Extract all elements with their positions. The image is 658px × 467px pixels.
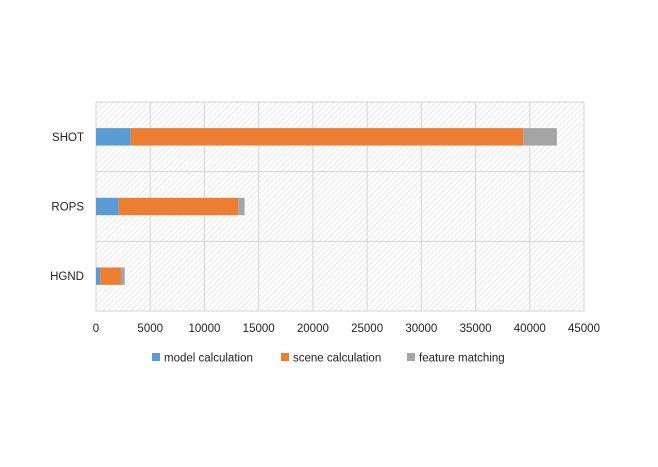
legend-swatch-feature-matching	[407, 353, 415, 361]
category-label-hgnd: HGND	[50, 271, 84, 283]
x-tick-label-4: 20000	[297, 323, 329, 335]
x-tick-label-8: 40000	[514, 323, 546, 335]
legend: model calculation scene calculation featur…	[152, 353, 505, 365]
bar-shot-feature-matching	[523, 128, 557, 146]
category-label-rops: ROPS	[51, 202, 84, 214]
x-tick-label-9: 45000	[568, 323, 600, 335]
x-tick-label-2: 10000	[188, 323, 220, 335]
legend-label-model-calculation: model calculation	[164, 353, 253, 365]
x-tick-label-5: 25000	[351, 323, 383, 335]
x-tick-label-7: 35000	[460, 323, 492, 335]
x-tick-label-1: 5000	[137, 323, 163, 335]
legend-label-scene-calculation: scene calculation	[293, 353, 381, 365]
bar-hgnd-scene-calculation	[100, 267, 121, 285]
category-axis: SHOT ROPS HGND	[50, 132, 84, 283]
category-label-shot: SHOT	[52, 132, 84, 144]
bars	[96, 128, 557, 285]
bar-shot-scene-calculation	[130, 128, 524, 146]
bar-rops-feature-matching	[238, 197, 245, 216]
legend-label-feature-matching: feature matching	[419, 353, 505, 365]
legend-swatch-scene-calculation	[281, 353, 289, 361]
bar-rops-model-calculation	[96, 197, 119, 216]
bar-shot-model-calculation	[96, 128, 131, 146]
x-tick-label-0: 0	[93, 323, 99, 335]
x-tick-label-6: 30000	[405, 323, 437, 335]
bar-hgnd-model-calculation	[96, 267, 101, 285]
bar-rops-scene-calculation	[118, 197, 239, 216]
value-axis: 0 5000 10000 15000 20000 25000 30000 35000 40000…	[93, 323, 600, 335]
x-tick-label-3: 15000	[243, 323, 275, 335]
legend-swatch-model-calculation	[152, 353, 160, 361]
bar-hgnd-feature-matching	[120, 267, 125, 285]
